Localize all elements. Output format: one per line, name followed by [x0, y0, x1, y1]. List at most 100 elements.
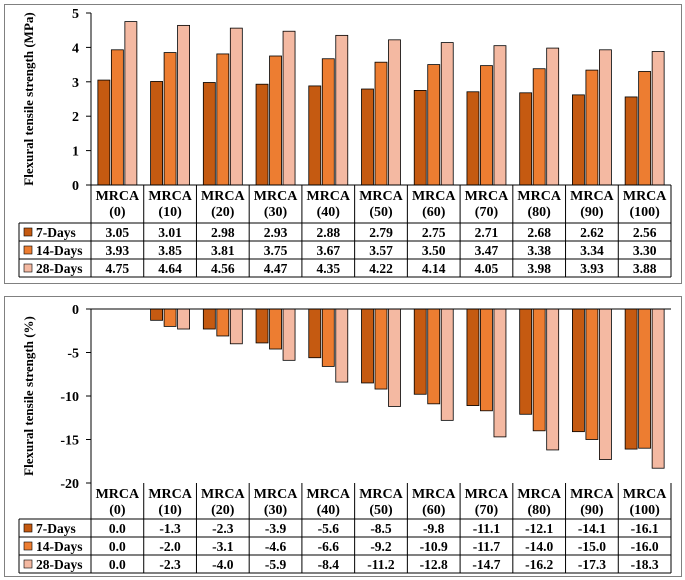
data-label-14-days-2: -3.1	[212, 539, 234, 554]
bar-28-days-4	[335, 34, 349, 186]
category-label-0: MRCA	[96, 189, 140, 204]
y-tick-label: -15	[60, 434, 79, 449]
data-label-14-days-3: 3.75	[264, 243, 288, 258]
data-label-28-days-1: 4.64	[158, 261, 182, 276]
bar-7-days-2	[202, 308, 216, 330]
bar-28-days-10	[651, 51, 665, 186]
bar-28-days-6	[440, 308, 454, 421]
bar-14-days-0	[110, 49, 124, 186]
data-label-7-days-5: -8.5	[370, 521, 392, 536]
y-tick-label: -20	[60, 477, 79, 492]
bar-14-days-4	[321, 308, 335, 367]
bar-28-days-7	[493, 308, 507, 438]
bar-28-days-8	[546, 47, 560, 186]
bar-28-days-8	[546, 308, 560, 451]
data-label-7-days-9: -14.1	[578, 521, 606, 536]
category-label-7: (70)	[475, 205, 499, 220]
data-label-28-days-2: -4.0	[212, 557, 234, 572]
legend-key-28-days	[23, 263, 33, 273]
data-label-7-days-0: 0.0	[109, 521, 126, 536]
bar-28-days-6	[440, 42, 454, 186]
bar-14-days-1	[163, 308, 177, 327]
bar-7-days-7	[466, 91, 480, 186]
data-label-14-days-10: -16.0	[631, 539, 659, 554]
data-label-14-days-8: 3.38	[527, 243, 551, 258]
data-label-28-days-10: 3.88	[633, 261, 657, 276]
bar-14-days-6	[427, 64, 441, 186]
data-label-14-days-4: -6.6	[318, 539, 340, 554]
data-label-7-days-5: 2.79	[369, 225, 393, 240]
data-label-28-days-4: 4.35	[316, 261, 340, 276]
category-label-9: MRCA	[570, 487, 614, 502]
data-label-14-days-6: 3.50	[422, 243, 446, 258]
category-label-10: MRCA	[623, 189, 667, 204]
y-tick-label: -5	[67, 347, 79, 362]
bar-7-days-1	[150, 81, 163, 186]
data-label-14-days-2: 3.81	[211, 243, 235, 258]
category-label-4: (40)	[317, 205, 341, 220]
bar-7-days-4	[308, 85, 322, 186]
bar-14-days-3	[269, 55, 282, 186]
y-tick-label: 2	[72, 110, 79, 125]
data-label-7-days-1: 3.01	[158, 225, 182, 240]
bar-14-days-9	[585, 69, 599, 186]
category-label-5: (50)	[369, 503, 393, 518]
data-label-28-days-6: 4.14	[422, 261, 446, 276]
data-label-14-days-1: -2.0	[159, 539, 181, 554]
bar-7-days-1	[150, 308, 163, 321]
data-label-28-days-1: -2.3	[159, 557, 181, 572]
data-label-14-days-0: 3.93	[106, 243, 130, 258]
data-label-28-days-8: -16.2	[525, 557, 553, 572]
bar-14-days-9	[585, 308, 599, 440]
legend-key-14-days	[23, 541, 33, 551]
data-label-28-days-9: 3.93	[580, 261, 604, 276]
y-tick-label: 0	[72, 179, 79, 194]
category-label-10: MRCA	[623, 487, 667, 502]
data-label-28-days-2: 4.56	[211, 261, 235, 276]
data-label-14-days-6: -10.9	[420, 539, 448, 554]
bar-7-days-10	[624, 96, 638, 186]
bar-7-days-6	[413, 90, 427, 186]
bar-14-days-8	[532, 68, 546, 186]
category-label-5: MRCA	[359, 189, 403, 204]
data-label-14-days-0: 0.0	[109, 539, 126, 554]
bar-14-days-10	[638, 308, 652, 449]
bar-7-days-3	[255, 308, 269, 344]
bar-28-days-3	[282, 308, 296, 361]
data-label-28-days-3: -5.9	[265, 557, 287, 572]
category-label-9: (90)	[580, 205, 604, 220]
data-label-7-days-7: -11.1	[473, 521, 501, 536]
category-label-1: MRCA	[148, 189, 192, 204]
data-label-7-days-8: 2.68	[527, 225, 551, 240]
category-label-7: MRCA	[465, 487, 509, 502]
bar-7-days-5	[361, 308, 374, 384]
category-label-3: (30)	[264, 503, 288, 518]
bar-28-days-9	[599, 308, 612, 460]
category-label-9: MRCA	[570, 189, 614, 204]
y-tick-label: 0	[72, 303, 79, 318]
category-label-1: (10)	[158, 503, 182, 518]
legend-label-7-days: 7-Days	[36, 225, 76, 240]
bar-14-days-7	[480, 65, 493, 186]
legend-label-28-days: 28-Days	[36, 557, 83, 572]
bar-14-days-3	[269, 308, 282, 350]
category-label-9: (90)	[580, 503, 604, 518]
y-axis-label: Flexural tensile strength (%)	[21, 316, 36, 476]
data-label-7-days-3: -3.9	[265, 521, 287, 536]
bar-14-days-1	[163, 52, 177, 186]
data-label-28-days-7: 4.05	[475, 261, 499, 276]
data-label-7-days-6: -9.8	[423, 521, 445, 536]
category-label-5: (50)	[369, 205, 393, 220]
category-label-10: (100)	[629, 503, 660, 518]
bar-28-days-9	[599, 49, 612, 186]
bar-14-days-2	[216, 308, 230, 337]
category-label-1: MRCA	[148, 487, 192, 502]
data-label-28-days-3: 4.47	[264, 261, 288, 276]
y-tick-label: 3	[72, 76, 79, 91]
data-label-7-days-9: 2.62	[580, 225, 604, 240]
bar-14-days-6	[427, 308, 441, 405]
category-label-2: MRCA	[201, 189, 245, 204]
bar-28-days-4	[335, 308, 349, 383]
bar-28-days-3	[282, 30, 296, 186]
category-label-2: (20)	[211, 503, 235, 518]
